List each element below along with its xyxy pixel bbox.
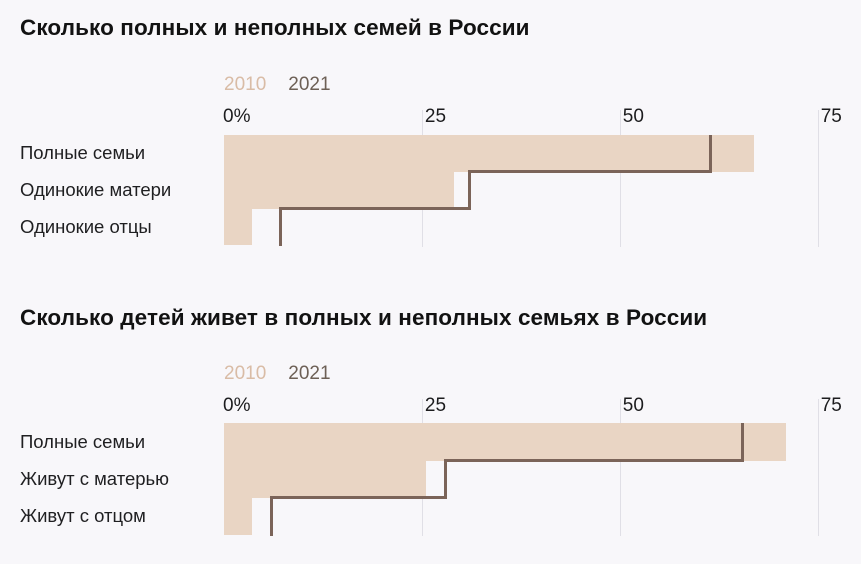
chart-title: Сколько полных и неполных семей в России bbox=[20, 15, 530, 40]
line-2021-horizontal-segment bbox=[269, 496, 448, 500]
line-2021-horizontal-segment bbox=[467, 170, 713, 174]
line-2021-vertical-segment bbox=[269, 497, 273, 537]
legend-series-2021: 2021 bbox=[288, 74, 331, 95]
legend-series-2021: 2021 bbox=[288, 363, 331, 384]
bar-2010 bbox=[224, 423, 787, 461]
line-2021-vertical-segment bbox=[709, 135, 713, 174]
bar-2010 bbox=[224, 208, 252, 246]
legend-series-2010: 2010 bbox=[224, 74, 267, 95]
line-2021-horizontal-segment bbox=[444, 458, 744, 462]
category-label: Полные семьи bbox=[20, 142, 146, 164]
bar-2010 bbox=[224, 135, 755, 173]
x-gridline bbox=[817, 110, 819, 247]
x-gridline bbox=[619, 399, 621, 536]
line-2021-vertical-segment bbox=[740, 423, 744, 462]
x-axis-tick-label: 75 bbox=[820, 395, 842, 416]
category-label: Одинокие отцы bbox=[20, 215, 152, 237]
x-axis-tick-label: 0% bbox=[223, 395, 251, 416]
bar-2010 bbox=[224, 171, 454, 209]
bar-2010 bbox=[224, 497, 252, 536]
chart-legend: 2010 2021 bbox=[224, 364, 331, 383]
category-label: Живут с отцом bbox=[20, 505, 146, 526]
x-axis-tick-label: 50 bbox=[622, 395, 644, 416]
bar-2010 bbox=[224, 460, 426, 499]
category-label: Одинокие матери bbox=[20, 178, 172, 200]
x-axis-tick-label: 50 bbox=[622, 106, 644, 127]
line-2021-vertical-segment bbox=[467, 171, 471, 210]
x-axis-tick-label: 75 bbox=[820, 106, 842, 127]
category-label: Полные семьи bbox=[20, 430, 146, 452]
x-axis-tick-label: 25 bbox=[424, 395, 447, 416]
x-axis-tick-label: 25 bbox=[424, 106, 447, 127]
line-2021-vertical-segment bbox=[444, 460, 448, 500]
x-gridline bbox=[619, 110, 621, 247]
line-2021-vertical-segment bbox=[279, 208, 283, 247]
line-2021-horizontal-segment bbox=[279, 206, 471, 210]
chart-legend: 2010 2021 bbox=[224, 75, 331, 94]
x-axis-tick-label: 0% bbox=[223, 106, 251, 127]
legend-series-2010: 2010 bbox=[224, 363, 267, 384]
chart-title: Сколько детей живет в полных и неполных … bbox=[20, 305, 708, 330]
x-gridline bbox=[817, 399, 819, 536]
category-label: Живут с матерью bbox=[20, 467, 170, 489]
